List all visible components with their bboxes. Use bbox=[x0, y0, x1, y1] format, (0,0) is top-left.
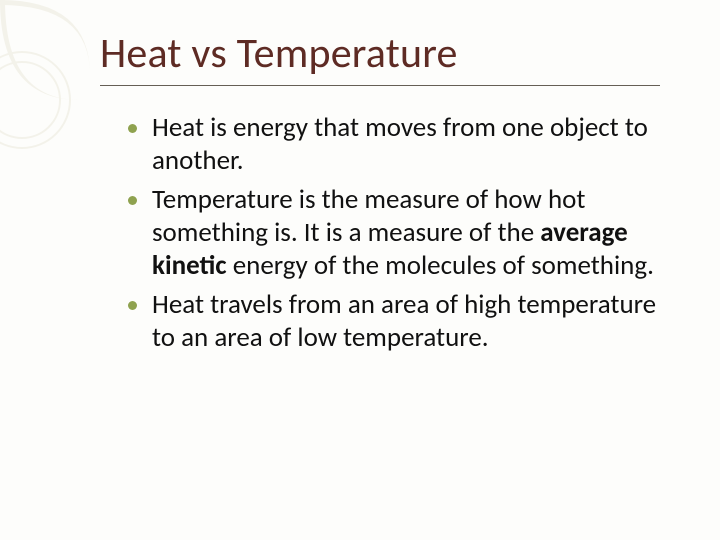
bullet-text-after: energy of the molecules of something. bbox=[227, 249, 654, 282]
bullet-text: Heat travels from an area of high temper… bbox=[152, 288, 656, 354]
list-item: Heat is energy that moves from one objec… bbox=[128, 112, 660, 178]
slide-title: Heat vs Temperature bbox=[100, 28, 660, 86]
bullet-list: Heat is energy that moves from one objec… bbox=[128, 112, 660, 355]
slide-body: Heat is energy that moves from one objec… bbox=[100, 112, 660, 355]
slide: Heat vs Temperature Heat is energy that … bbox=[0, 0, 720, 540]
bullet-text: Temperature is the measure of how hot so… bbox=[152, 183, 585, 249]
list-item: Temperature is the measure of how hot so… bbox=[128, 184, 660, 283]
list-item: Heat travels from an area of high temper… bbox=[128, 289, 660, 355]
bullet-text: Heat is energy that moves from one objec… bbox=[152, 111, 648, 177]
